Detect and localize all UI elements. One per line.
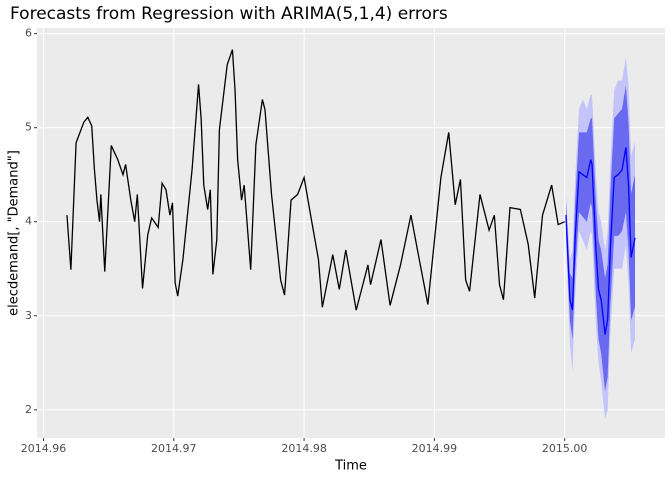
x-tick-label: 2014.97: [151, 442, 197, 455]
y-tick-label: 3: [25, 309, 32, 322]
y-axis-title: elecdemand[, "Demand"]: [7, 150, 22, 316]
x-tick-label: 2014.96: [21, 442, 67, 455]
x-tick-label: 2014.98: [281, 442, 327, 455]
y-tick-label: 2: [25, 403, 32, 416]
x-tick-label: 2015.00: [542, 442, 588, 455]
series-line: [565, 147, 636, 335]
y-tick-label: 5: [25, 121, 32, 134]
prediction-band: [565, 85, 636, 391]
plot-panel: [37, 28, 665, 438]
chart-title: Forecasts from Regression with ARIMA(5,1…: [10, 4, 448, 24]
y-tick-label: 4: [25, 215, 32, 228]
x-tick-label: 2014.99: [412, 442, 458, 455]
y-tick-label: 6: [25, 27, 32, 40]
series-line: [66, 49, 565, 311]
x-axis-title: Time: [334, 459, 367, 474]
